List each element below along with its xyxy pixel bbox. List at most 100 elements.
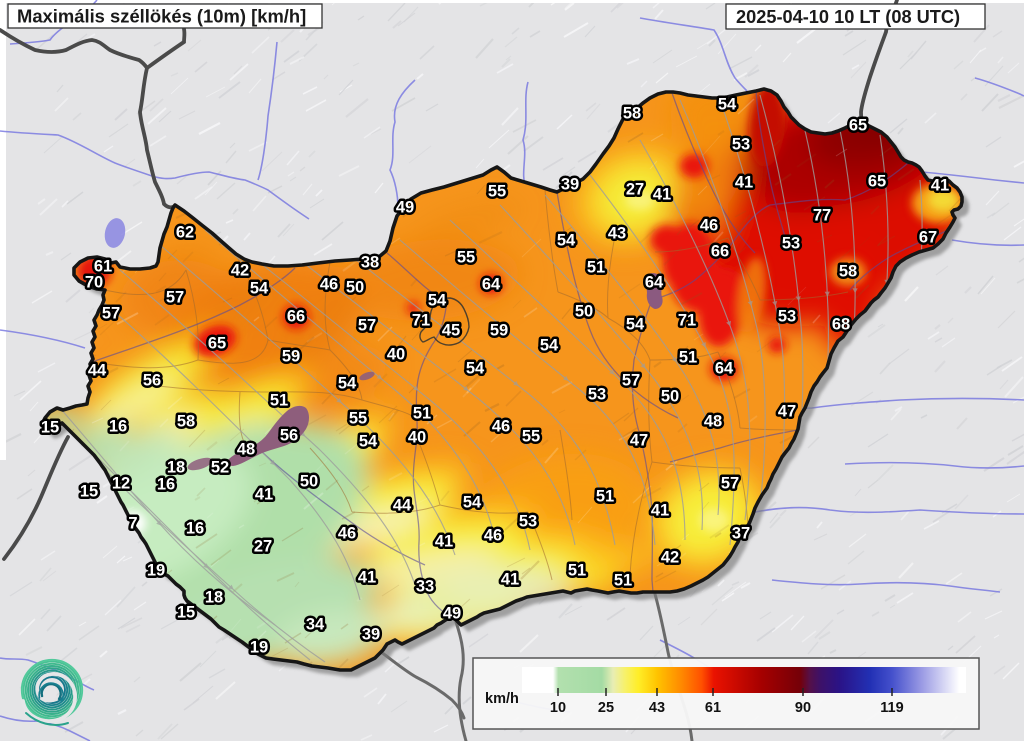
svg-text:51: 51 bbox=[568, 562, 586, 580]
svg-text:Maximális széllökés (10m) [km/: Maximális széllökés (10m) [km/h] bbox=[17, 6, 306, 27]
svg-text:7: 7 bbox=[128, 515, 137, 533]
svg-text:55: 55 bbox=[457, 249, 475, 267]
svg-text:119: 119 bbox=[880, 700, 903, 716]
svg-text:50: 50 bbox=[346, 279, 364, 297]
svg-text:55: 55 bbox=[349, 410, 367, 428]
svg-text:42: 42 bbox=[231, 262, 249, 280]
svg-text:54: 54 bbox=[428, 292, 447, 310]
svg-text:58: 58 bbox=[839, 263, 857, 281]
svg-text:49: 49 bbox=[443, 605, 461, 623]
svg-text:90: 90 bbox=[795, 700, 811, 716]
svg-text:54: 54 bbox=[626, 316, 645, 334]
svg-text:44: 44 bbox=[88, 362, 107, 380]
svg-text:54: 54 bbox=[718, 96, 737, 114]
svg-text:49: 49 bbox=[396, 199, 414, 217]
svg-text:46: 46 bbox=[492, 418, 510, 436]
svg-text:57: 57 bbox=[166, 289, 184, 307]
svg-text:km/h: km/h bbox=[485, 691, 519, 707]
svg-text:64: 64 bbox=[482, 276, 501, 294]
svg-text:54: 54 bbox=[359, 433, 378, 451]
svg-text:58: 58 bbox=[177, 413, 195, 431]
svg-text:52: 52 bbox=[211, 459, 229, 477]
svg-text:46: 46 bbox=[484, 527, 502, 545]
svg-text:50: 50 bbox=[300, 473, 318, 491]
svg-text:50: 50 bbox=[661, 388, 679, 406]
svg-text:51: 51 bbox=[614, 572, 632, 590]
svg-text:57: 57 bbox=[721, 475, 739, 493]
svg-text:45: 45 bbox=[442, 322, 460, 340]
svg-text:51: 51 bbox=[587, 259, 605, 277]
svg-text:2025-04-10 10 LT (08 UTC): 2025-04-10 10 LT (08 UTC) bbox=[736, 7, 960, 27]
svg-text:33: 33 bbox=[416, 578, 434, 596]
svg-text:16: 16 bbox=[186, 520, 204, 538]
svg-text:53: 53 bbox=[588, 386, 606, 404]
svg-text:61: 61 bbox=[94, 258, 112, 276]
svg-text:51: 51 bbox=[596, 488, 614, 506]
svg-text:66: 66 bbox=[287, 308, 305, 326]
svg-text:18: 18 bbox=[205, 589, 223, 607]
svg-text:39: 39 bbox=[362, 626, 380, 644]
svg-text:41: 41 bbox=[651, 502, 669, 520]
svg-text:44: 44 bbox=[393, 497, 412, 515]
svg-text:27: 27 bbox=[254, 538, 272, 556]
svg-text:53: 53 bbox=[519, 513, 537, 531]
svg-text:53: 53 bbox=[778, 308, 796, 326]
svg-text:65: 65 bbox=[849, 117, 867, 135]
svg-text:15: 15 bbox=[80, 483, 98, 501]
svg-text:77: 77 bbox=[813, 207, 831, 225]
svg-text:54: 54 bbox=[466, 360, 485, 378]
svg-text:57: 57 bbox=[358, 317, 376, 335]
svg-text:46: 46 bbox=[700, 217, 718, 235]
svg-text:16: 16 bbox=[109, 418, 127, 436]
svg-text:18: 18 bbox=[167, 459, 185, 477]
svg-text:54: 54 bbox=[338, 375, 357, 393]
svg-text:37: 37 bbox=[732, 525, 750, 543]
svg-text:53: 53 bbox=[782, 235, 800, 253]
svg-text:58: 58 bbox=[623, 105, 641, 123]
svg-text:10: 10 bbox=[550, 700, 566, 716]
svg-text:43: 43 bbox=[649, 700, 665, 716]
svg-text:41: 41 bbox=[501, 571, 519, 589]
svg-text:48: 48 bbox=[237, 441, 255, 459]
svg-text:59: 59 bbox=[490, 322, 508, 340]
svg-text:48: 48 bbox=[704, 413, 722, 431]
svg-text:67: 67 bbox=[919, 229, 937, 247]
svg-text:51: 51 bbox=[270, 392, 288, 410]
svg-text:19: 19 bbox=[250, 639, 268, 657]
svg-text:47: 47 bbox=[778, 403, 796, 421]
svg-text:68: 68 bbox=[832, 316, 850, 334]
svg-text:51: 51 bbox=[413, 405, 431, 423]
svg-text:38: 38 bbox=[361, 254, 379, 272]
svg-text:71: 71 bbox=[412, 312, 430, 330]
svg-text:41: 41 bbox=[931, 177, 949, 195]
svg-text:56: 56 bbox=[143, 372, 161, 390]
svg-text:53: 53 bbox=[732, 136, 750, 154]
svg-text:57: 57 bbox=[622, 372, 640, 390]
svg-text:64: 64 bbox=[645, 274, 664, 292]
svg-text:61: 61 bbox=[705, 700, 721, 716]
svg-text:56: 56 bbox=[280, 427, 298, 445]
svg-text:27: 27 bbox=[626, 181, 644, 199]
svg-text:19: 19 bbox=[147, 562, 165, 580]
svg-text:41: 41 bbox=[735, 174, 753, 192]
svg-text:25: 25 bbox=[598, 700, 614, 716]
svg-text:41: 41 bbox=[435, 533, 453, 551]
svg-text:46: 46 bbox=[338, 525, 356, 543]
svg-text:15: 15 bbox=[41, 419, 59, 437]
svg-text:42: 42 bbox=[661, 549, 679, 567]
svg-text:64: 64 bbox=[715, 360, 734, 378]
svg-text:16: 16 bbox=[157, 476, 175, 494]
svg-text:15: 15 bbox=[177, 604, 195, 622]
svg-text:54: 54 bbox=[557, 232, 576, 250]
svg-text:65: 65 bbox=[208, 335, 226, 353]
svg-text:46: 46 bbox=[320, 276, 338, 294]
svg-text:40: 40 bbox=[387, 346, 405, 364]
svg-text:43: 43 bbox=[608, 225, 626, 243]
svg-text:66: 66 bbox=[711, 243, 729, 261]
svg-text:47: 47 bbox=[630, 432, 648, 450]
svg-text:12: 12 bbox=[112, 475, 130, 493]
svg-text:70: 70 bbox=[85, 274, 103, 292]
svg-text:54: 54 bbox=[463, 494, 482, 512]
svg-text:54: 54 bbox=[540, 337, 559, 355]
svg-text:40: 40 bbox=[408, 429, 426, 447]
